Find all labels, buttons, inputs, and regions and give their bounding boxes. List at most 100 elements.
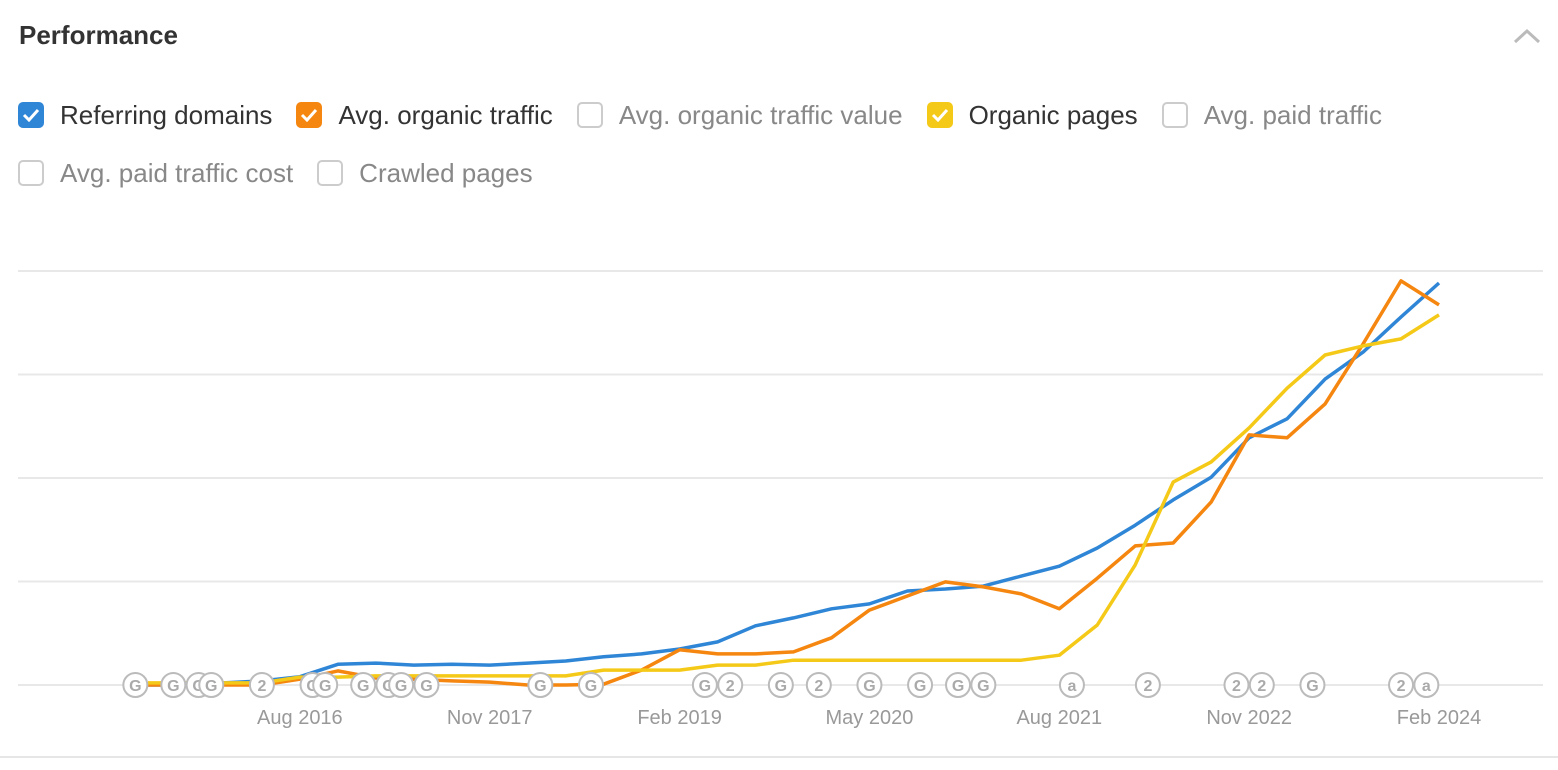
annotation-circle: [1223, 672, 1250, 698]
annotation-circle: [1388, 672, 1415, 698]
annotation-marker[interactable]: G: [856, 672, 883, 698]
annotation-label: 2: [1232, 678, 1241, 695]
annotation-circle: [388, 672, 415, 698]
annotation-label: G: [775, 678, 787, 695]
annotation-marker[interactable]: G: [691, 672, 718, 698]
annotation-label: G: [534, 678, 546, 695]
annotation-marker[interactable]: G: [312, 672, 339, 698]
checkbox-label: Avg. paid traffic cost: [60, 157, 294, 188]
annotation-marker[interactable]: G: [945, 672, 972, 698]
annotation-circle: [1413, 672, 1440, 698]
annotation-circle: [248, 672, 275, 698]
annotation-marker[interactable]: 2: [1134, 672, 1161, 698]
checkbox-box[interactable]: [18, 160, 44, 186]
annotation-label: G: [863, 678, 875, 695]
annotation-circle: [805, 672, 832, 698]
annotation-marker[interactable]: G: [388, 672, 415, 698]
checkbox-box[interactable]: [317, 160, 344, 186]
annotation-marker[interactable]: G: [413, 672, 440, 698]
annotation-label: G: [699, 678, 711, 695]
metric-toggles: Referring domains Avg. organic traffic Avg…: [18, 97, 1518, 191]
checkbox-label: Crawled pages: [359, 157, 533, 188]
checkbox-label: Avg. organic traffic value: [618, 99, 903, 130]
checkbox-box[interactable]: [926, 102, 953, 128]
annotation-marker[interactable]: G: [122, 672, 149, 698]
annotation-marker[interactable]: G: [1299, 672, 1326, 698]
metric-checkbox[interactable]: Organic pages: [926, 97, 1138, 133]
x-tick-label: Feb 2024: [1397, 707, 1482, 729]
annotation-marker[interactable]: 2: [805, 672, 832, 698]
checkbox-box[interactable]: [18, 102, 44, 128]
annotation-label: 2: [1257, 678, 1266, 695]
annotation-circle: [945, 672, 972, 698]
annotation-marker[interactable]: 2: [717, 672, 744, 698]
annotation-label: 2: [726, 678, 735, 695]
annotation-label: 2: [257, 678, 266, 695]
x-tick-label: Aug 2016: [257, 707, 343, 729]
annotation-label: G: [167, 678, 179, 695]
metric-checkbox[interactable]: Avg. paid traffic cost: [18, 155, 293, 191]
checkbox-label: Avg. organic traffic: [338, 99, 553, 130]
annotation-label: G: [357, 678, 369, 695]
annotation-circle: [767, 672, 794, 698]
chart: Aug 2016 Nov 2017 Feb 2019 May 2020 Aug 2021…: [0, 270, 1558, 758]
annotation-circle: [717, 672, 744, 698]
annotation-circle: [413, 672, 440, 698]
checkbox-box[interactable]: [1161, 102, 1188, 128]
annotation-circle: [856, 672, 883, 698]
metric-checkbox[interactable]: Avg. organic traffic value: [576, 97, 903, 133]
series-line: [148, 279, 1440, 687]
x-tick-label: Nov 2017: [447, 707, 533, 729]
annotation-marker[interactable]: a: [1058, 672, 1085, 698]
collapse-button[interactable]: [1512, 26, 1542, 46]
annotation-marker[interactable]: G: [350, 672, 377, 698]
annotation-label: G: [914, 678, 926, 695]
annotation-label: a: [1067, 678, 1076, 695]
x-tick-label: Nov 2022: [1206, 707, 1292, 729]
section-title: Performance: [19, 20, 178, 50]
x-tick-label: May 2020: [826, 707, 914, 729]
annotation-label: G: [585, 678, 597, 695]
x-tick-label: Aug 2021: [1016, 707, 1102, 729]
checkbox-label: Referring domains: [60, 99, 273, 130]
metric-checkbox[interactable]: Avg. organic traffic: [296, 97, 553, 133]
annotation-label: G: [952, 678, 964, 695]
checkbox-label: Avg. paid traffic: [1203, 99, 1382, 130]
annotation-circle: [122, 672, 149, 698]
annotation-label: 2: [1397, 678, 1406, 695]
annotation-circle: [907, 672, 934, 698]
annotation-marker[interactable]: 2: [1388, 672, 1415, 698]
annotation-label: G: [1306, 678, 1318, 695]
annotation-circle: [198, 672, 225, 698]
annotation-marker[interactable]: G: [198, 672, 225, 698]
annotation-label: G: [319, 678, 331, 695]
metric-checkbox[interactable]: Crawled pages: [317, 155, 533, 191]
series-line: [148, 313, 1440, 685]
annotation-marker[interactable]: a: [1413, 672, 1440, 698]
annotation-circle: [350, 672, 377, 698]
annotation-marker[interactable]: G: [907, 672, 934, 698]
annotation-label: 2: [814, 678, 823, 695]
annotation-label: G: [395, 678, 407, 695]
metric-checkbox[interactable]: Avg. paid traffic: [1161, 97, 1382, 133]
metric-checkbox[interactable]: Referring domains: [18, 97, 272, 133]
annotation-marker[interactable]: 2: [1248, 672, 1275, 698]
annotation-label: G: [420, 678, 432, 695]
annotation-marker[interactable]: G: [577, 672, 604, 698]
annotation-marker[interactable]: G: [527, 672, 554, 698]
checkbox-box[interactable]: [576, 102, 603, 128]
annotation-circle: [691, 672, 718, 698]
annotation-marker[interactable]: 2: [1223, 672, 1250, 698]
annotation-circle: [1058, 672, 1085, 698]
checkbox-box[interactable]: [296, 102, 323, 128]
series-line: [148, 281, 1441, 687]
annotation-circle: [1134, 672, 1161, 698]
annotation-marker[interactable]: G: [160, 672, 187, 698]
annotation-marker[interactable]: G: [970, 672, 997, 698]
annotation-circle: [1299, 672, 1326, 698]
annotation-circle: [527, 672, 554, 698]
annotation-marker[interactable]: 2: [248, 672, 275, 698]
annotation-marker[interactable]: G: [767, 672, 794, 698]
annotation-circle: [160, 672, 187, 698]
